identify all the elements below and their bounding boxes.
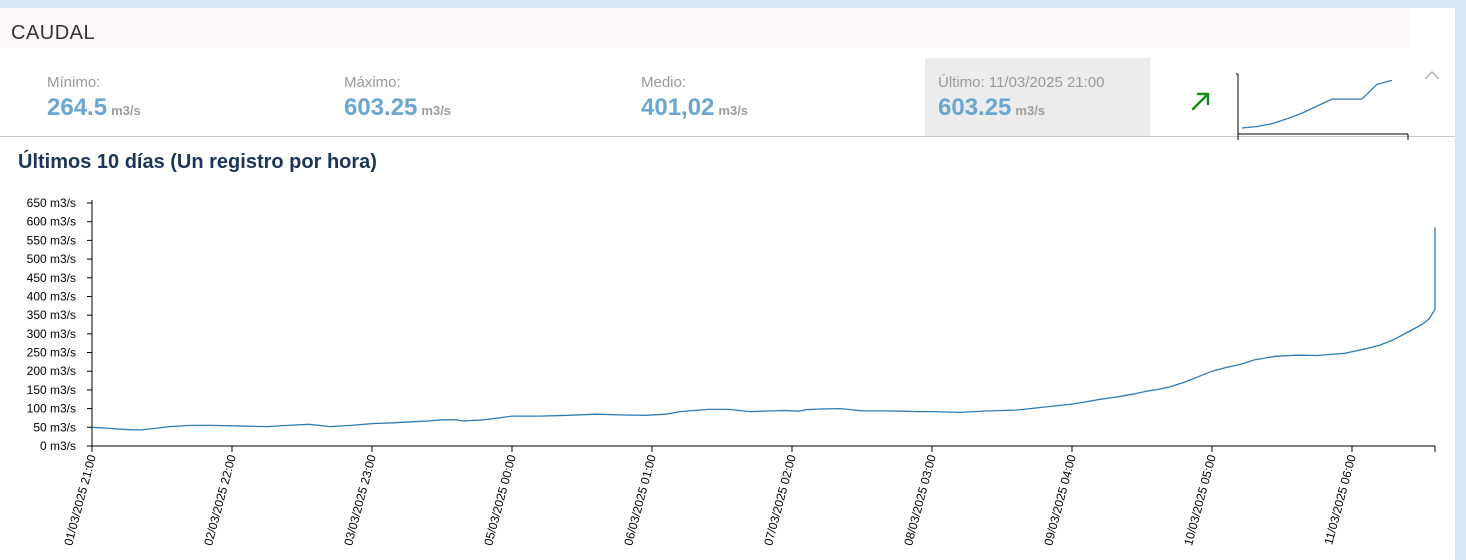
y-tick-label: 50 m3/s	[33, 420, 76, 434]
stat-label: Último: 11/03/2025 21:00	[938, 74, 1105, 91]
y-tick-label: 0 m3/s	[40, 439, 76, 453]
panel-title: CAUDAL	[11, 22, 95, 45]
stat-label: Mínimo:	[47, 74, 100, 91]
x-tick-label: 11/03/2025 06:00	[1321, 453, 1359, 546]
y-tick-label: 600 m3/s	[27, 215, 76, 229]
x-tick-label: 07/03/2025 02:00	[761, 453, 799, 547]
stat-unit: m3/s	[421, 103, 451, 118]
stat-value: 603.25	[344, 94, 417, 121]
chevron-up-icon[interactable]	[1424, 70, 1440, 80]
flow-line-chart: 0 m3/s 50 m3/s 100 m3/s 150 m3/s 200 m3/s 250…	[0, 180, 1455, 552]
stat-unit: m3/s	[718, 103, 748, 118]
x-tick-label: 05/03/2025 00:00	[481, 453, 519, 547]
x-tick-label: 09/03/2025 04:00	[1041, 453, 1079, 547]
y-tick-label: 650 m3/s	[27, 196, 76, 210]
stat-unit: m3/s	[111, 103, 141, 118]
y-tick-label: 250 m3/s	[27, 346, 76, 360]
stat-minimum: Mínimo: 264.5 m3/s	[47, 58, 297, 136]
sparkline-line	[1242, 80, 1392, 128]
y-tick-label: 200 m3/s	[27, 364, 76, 378]
stat-value: 264.5	[47, 94, 107, 121]
stat-value: 401,02	[641, 94, 714, 121]
sparkline	[1228, 70, 1413, 142]
panel-header: CAUDAL	[0, 8, 1410, 48]
stat-unit: m3/s	[1015, 103, 1045, 118]
stat-value: 603.25	[938, 94, 1011, 121]
sparkline-axes	[1236, 74, 1408, 140]
y-tick-label: 450 m3/s	[27, 271, 76, 285]
stat-average: Medio: 401,02 m3/s	[641, 58, 891, 136]
x-tick-label: 10/03/2025 05:00	[1181, 453, 1219, 547]
y-tick-label: 350 m3/s	[27, 308, 76, 322]
stat-last: Último: 11/03/2025 21:00 603.25 m3/s	[925, 58, 1150, 136]
stat-label: Medio:	[641, 74, 686, 91]
x-tick-label: 06/03/2025 01:00	[621, 453, 659, 547]
y-tick-label: 400 m3/s	[27, 289, 76, 303]
series-line	[92, 227, 1435, 430]
y-tick-label: 500 m3/s	[27, 252, 76, 266]
x-tick-label: 02/03/2025 22:00	[201, 453, 239, 547]
stat-maximum: Máximo: 603.25 m3/s	[344, 58, 594, 136]
y-tick-label: 300 m3/s	[27, 327, 76, 341]
x-tick-label: 01/03/2025 21:00	[61, 453, 99, 547]
caudal-panel: CAUDAL Mínimo: 264.5 m3/s Máximo: 603.25 m…	[0, 8, 1455, 560]
chart-title: Últimos 10 días (Un registro por hora)	[18, 151, 377, 174]
y-tick-label: 100 m3/s	[27, 402, 76, 416]
y-tick-label: 550 m3/s	[27, 233, 76, 247]
arrow-up-right-icon	[1190, 90, 1212, 112]
y-tick-label: 150 m3/s	[27, 383, 76, 397]
stat-label: Máximo:	[344, 74, 401, 91]
x-tick-label: 08/03/2025 03:00	[901, 453, 939, 547]
x-tick-label: 03/03/2025 23:00	[341, 453, 379, 547]
